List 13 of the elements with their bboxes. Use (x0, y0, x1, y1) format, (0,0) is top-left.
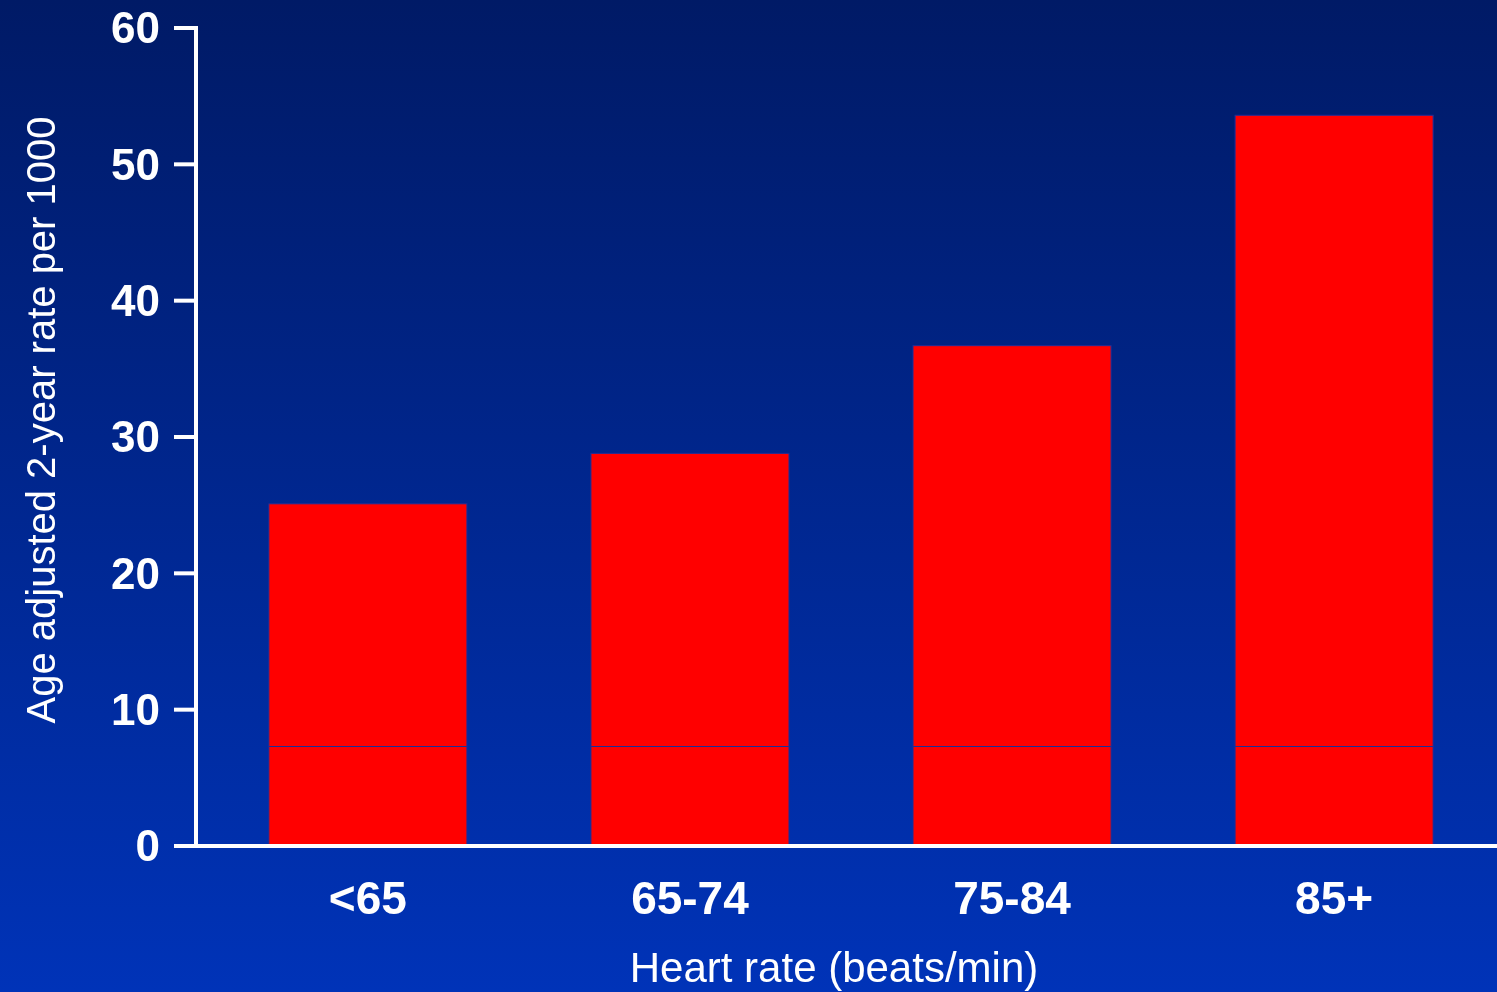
y-tick-label: 30 (111, 412, 160, 462)
y-tick-label: 10 (111, 685, 160, 735)
x-tick-label: 85+ (1295, 872, 1374, 924)
y-tick-label: 60 (111, 3, 160, 53)
y-tick-label: 20 (111, 548, 160, 598)
y-axis-title: Age adjusted 2-year rate per 1000 (19, 116, 63, 724)
y-tick-label: 40 (111, 276, 160, 326)
y-tick-label: 50 (111, 139, 160, 189)
x-tick-label: 65-74 (631, 872, 750, 924)
x-tick-label: <65 (328, 872, 407, 924)
x-axis-title: Heart rate (beats/min) (629, 944, 1039, 991)
y-tick-label: 0 (135, 821, 160, 871)
x-tick-label: 75-84 (953, 872, 1072, 924)
